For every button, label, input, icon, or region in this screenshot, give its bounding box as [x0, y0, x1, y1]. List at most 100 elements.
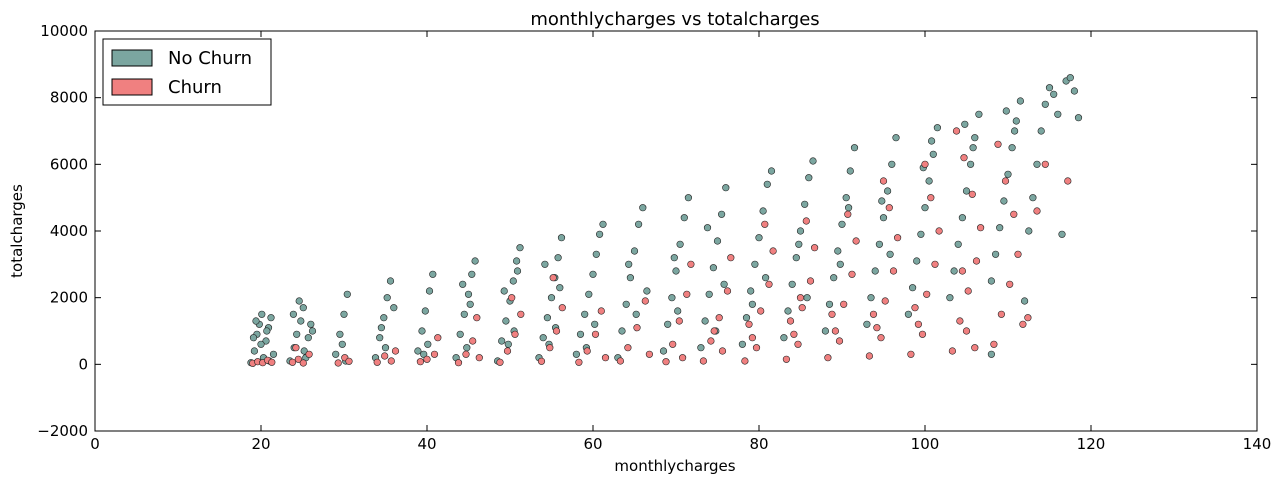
- point-no-churn: [795, 240, 803, 248]
- point-no-churn: [595, 230, 604, 238]
- legend-swatch-no-churn: [111, 49, 153, 67]
- point-no-churn: [589, 270, 597, 278]
- point-churn: [852, 237, 860, 245]
- point-no-churn: [883, 187, 892, 195]
- point-no-churn: [933, 124, 942, 132]
- point-churn: [511, 330, 519, 338]
- point-no-churn: [592, 250, 600, 258]
- point-no-churn: [340, 310, 348, 318]
- point-churn: [1041, 160, 1049, 168]
- point-no-churn: [463, 344, 471, 352]
- point-no-churn: [625, 260, 633, 268]
- point-no-churn: [1037, 127, 1045, 135]
- point-churn: [641, 297, 649, 305]
- point-no-churn: [554, 254, 562, 262]
- point-no-churn: [763, 180, 771, 188]
- point-churn: [616, 357, 625, 365]
- point-no-churn: [509, 277, 517, 285]
- point-churn: [893, 234, 902, 242]
- point-no-churn: [748, 300, 757, 308]
- point-no-churn: [672, 267, 680, 275]
- legend-label-churn: Churn: [168, 77, 222, 98]
- point-churn: [960, 154, 968, 162]
- point-no-churn: [720, 280, 728, 288]
- point-no-churn: [717, 210, 726, 218]
- point-churn: [757, 307, 765, 315]
- point-churn: [790, 330, 798, 338]
- point-no-churn: [1070, 87, 1078, 95]
- point-no-churn: [871, 267, 879, 275]
- point-no-churn: [643, 287, 651, 295]
- chart-title: monthlycharges vs totalcharges: [530, 9, 819, 30]
- x-tick-label: 140: [1243, 435, 1272, 453]
- point-no-churn: [921, 204, 929, 212]
- point-no-churn: [257, 340, 265, 348]
- x-tick-label: 40: [417, 435, 436, 453]
- point-no-churn: [429, 270, 437, 278]
- point-no-churn: [269, 350, 278, 358]
- point-no-churn: [377, 324, 386, 332]
- point-no-churn: [703, 224, 712, 232]
- point-churn: [889, 267, 898, 275]
- point-churn: [549, 274, 557, 282]
- point-churn: [865, 352, 874, 360]
- x-tick-label: 60: [583, 435, 602, 453]
- point-churn: [1010, 210, 1018, 218]
- point-no-churn: [263, 327, 271, 335]
- point-churn: [645, 350, 654, 358]
- point-churn: [997, 310, 1006, 318]
- point-churn: [806, 277, 815, 285]
- point-no-churn: [468, 270, 476, 278]
- point-churn: [268, 358, 276, 366]
- point-churn: [305, 350, 313, 358]
- point-churn: [381, 352, 389, 360]
- point-no-churn: [390, 304, 398, 312]
- point-churn: [715, 314, 723, 322]
- point-no-churn: [850, 144, 859, 152]
- point-no-churn: [892, 134, 900, 142]
- x-tick-label: 100: [911, 435, 940, 453]
- point-churn: [877, 334, 885, 342]
- point-no-churn: [969, 144, 977, 152]
- point-no-churn: [1033, 160, 1041, 168]
- point-churn: [662, 358, 670, 366]
- point-churn: [794, 340, 802, 348]
- point-churn: [835, 337, 844, 345]
- point-no-churn: [307, 320, 315, 328]
- point-churn: [508, 294, 516, 302]
- point-churn: [956, 317, 964, 325]
- point-churn: [927, 194, 935, 202]
- point-no-churn: [950, 267, 958, 275]
- x-tick-label: 80: [749, 435, 768, 453]
- point-no-churn: [676, 240, 684, 248]
- points-layer: [247, 74, 1083, 367]
- point-no-churn: [1020, 297, 1029, 305]
- point-churn: [972, 257, 981, 265]
- point-no-churn: [632, 310, 640, 318]
- point-churn: [434, 334, 442, 342]
- point-no-churn: [599, 220, 607, 228]
- point-churn: [786, 317, 795, 325]
- point-churn: [1064, 177, 1072, 185]
- point-no-churn: [383, 294, 391, 302]
- point-churn: [546, 344, 554, 352]
- point-churn: [885, 204, 893, 212]
- point-no-churn: [705, 290, 713, 298]
- point-churn: [1006, 280, 1014, 288]
- point-churn: [294, 355, 303, 363]
- point-churn: [1019, 320, 1027, 328]
- point-no-churn: [424, 340, 432, 348]
- point-no-churn: [784, 307, 792, 315]
- point-no-churn: [626, 274, 635, 282]
- point-no-churn: [668, 294, 676, 302]
- point-churn: [503, 347, 512, 355]
- point-churn: [745, 320, 753, 328]
- point-churn: [824, 354, 832, 362]
- point-no-churn: [987, 350, 996, 358]
- point-no-churn: [961, 120, 969, 128]
- point-churn: [334, 359, 342, 367]
- point-no-churn: [670, 254, 678, 262]
- point-no-churn: [500, 287, 508, 295]
- point-churn: [752, 344, 761, 352]
- point-churn: [707, 337, 715, 345]
